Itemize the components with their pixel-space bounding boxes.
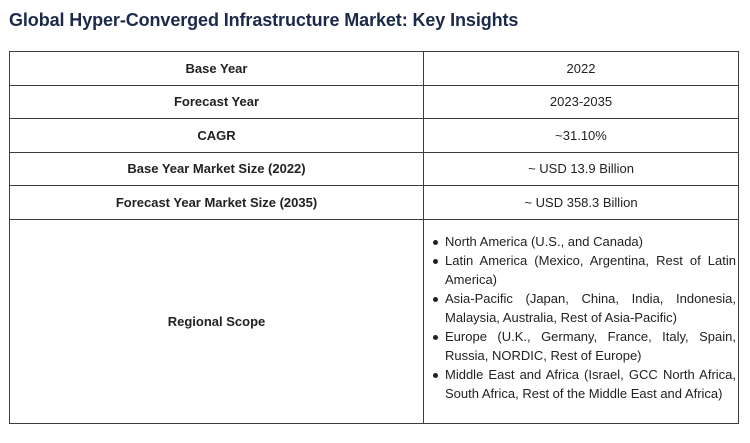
list-item: Latin America (Mexico, Argentina, Rest o… [430, 251, 736, 289]
list-item: Middle East and Africa (Israel, GCC Nort… [430, 365, 736, 403]
table-row: Regional Scope North America (U.S., and … [9, 218, 739, 424]
row-value-base-year-market-size: ~ USD 13.9 Billion [423, 151, 739, 186]
row-value-base-year: 2022 [423, 51, 739, 86]
row-label-cagr: CAGR [9, 118, 424, 153]
table-row: CAGR ~31.10% [9, 118, 739, 153]
row-value-forecast-year-market-size: ~ USD 358.3 Billion [423, 185, 739, 220]
key-insights-table: Base Year 2022 Forecast Year 2023-2035 C… [9, 51, 739, 424]
row-label-base-year-market-size: Base Year Market Size (2022) [9, 151, 424, 186]
row-value-regional-scope: North America (U.S., and Canada) Latin A… [423, 218, 739, 424]
row-label-regional-scope: Regional Scope [9, 218, 424, 424]
row-label-forecast-year-market-size: Forecast Year Market Size (2035) [9, 185, 424, 220]
page-title: Global Hyper-Converged Infrastructure Ma… [9, 10, 519, 30]
regions-list: North America (U.S., and Canada) Latin A… [430, 232, 736, 403]
row-value-forecast-year: 2023-2035 [423, 84, 739, 119]
table-row: Forecast Year Market Size (2035) ~ USD 3… [9, 185, 739, 220]
row-label-forecast-year: Forecast Year [9, 84, 424, 119]
row-label-base-year: Base Year [9, 51, 424, 86]
table-row: Base Year 2022 [9, 51, 739, 86]
table-row: Forecast Year 2023-2035 [9, 84, 739, 119]
table-row: Base Year Market Size (2022) ~ USD 13.9 … [9, 151, 739, 186]
list-item: Europe (U.K., Germany, France, Italy, Sp… [430, 327, 736, 365]
list-item: North America (U.S., and Canada) [430, 232, 736, 251]
row-value-cagr: ~31.10% [423, 118, 739, 153]
list-item: Asia-Pacific (Japan, China, India, Indon… [430, 289, 736, 327]
